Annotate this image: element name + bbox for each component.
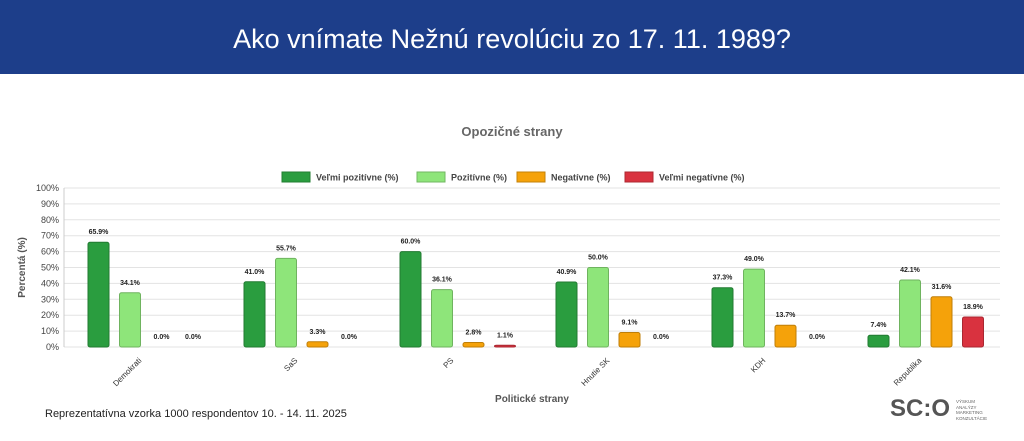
bar-2-2 [462,342,485,348]
y-tick-label: 90% [41,199,59,209]
bar-5-0 [867,334,890,348]
bar-1-2 [306,341,329,348]
bar-4-1 [743,268,765,348]
header-banner: Ako vnímate Nežnú revolúciu zo 17. 11. 1… [0,0,1024,74]
data-label-5-2: 31.6% [932,284,953,291]
data-label-5-1: 42.1% [900,267,921,274]
bar-5-3 [962,316,984,348]
bar-5-1 [899,279,921,348]
data-label-3-3: 0.0% [653,334,670,341]
sample-note: Reprezentatívna vzorka 1000 respondentov… [45,408,347,420]
legend-label-2: Negatívne (%) [551,173,611,183]
data-label-3-0: 40.9% [557,269,578,276]
data-label-1-3: 0.0% [341,334,358,341]
data-label-2-1: 36.1% [432,277,453,284]
x-axis-title: Politické strany [495,394,569,405]
data-label-3-1: 50.0% [588,255,609,262]
x-tick-label: Republika [892,356,924,388]
data-label-1-2: 3.3% [310,329,327,336]
y-tick-label: 100% [36,183,59,193]
bar-5-2 [930,296,953,348]
y-axis-title: Percentá (%) [17,237,28,298]
data-label-5-3: 18.9% [963,304,984,311]
bar-2-0 [399,251,422,348]
data-label-1-0: 41.0% [245,269,266,276]
x-tick-label: SaS [282,356,299,373]
legend-label-0: Veľmi pozitívne (%) [316,173,398,183]
y-tick-label: 40% [41,278,59,288]
data-label-0-0: 65.9% [89,229,110,236]
data-label-0-2: 0.0% [154,334,171,341]
legend-swatch-3 [624,171,654,183]
y-tick-label: 10% [41,326,59,336]
page-title: Ako vnímate Nežnú revolúciu zo 17. 11. 1… [233,24,791,54]
data-label-5-0: 7.4% [871,322,888,329]
bar-3-0 [555,281,578,348]
data-label-4-1: 49.0% [744,256,765,263]
data-label-2-2: 2.8% [466,330,483,337]
legend-label-3: Veľmi negatívne (%) [659,173,745,183]
legend-swatch-1 [416,171,446,183]
logo-mark: SC:O [890,395,950,422]
x-tick-label: KDH [749,356,767,374]
bar-2-3 [494,344,516,348]
legend-swatch-2 [516,171,546,183]
bar-1-0 [243,281,266,348]
data-label-2-3: 1.1% [497,332,514,339]
data-label-2-0: 60.0% [401,239,422,246]
data-label-4-2: 13.7% [776,312,797,319]
y-tick-label: 80% [41,215,59,225]
chart-title: Opozičné strany [461,124,563,139]
y-tick-label: 20% [41,310,59,320]
bar-4-0 [711,287,734,348]
bar-2-1 [431,289,453,348]
legend-label-1: Pozitívne (%) [451,173,507,183]
y-tick-label: 70% [41,231,59,241]
x-tick-label: PS [442,356,456,370]
bar-3-2 [618,332,641,348]
data-label-0-3: 0.0% [185,334,202,341]
bar-0-0 [87,241,110,348]
company-logo: SC:O VÝSKUM ANALÝZY MARKETING KONZULTÁCI… [890,395,1010,427]
data-label-0-1: 34.1% [120,280,141,287]
data-label-3-2: 9.1% [622,320,639,327]
data-label-4-3: 0.0% [809,334,826,341]
bar-4-2 [774,324,797,348]
y-tick-label: 30% [41,294,59,304]
x-tick-label: Demokrati [111,356,143,388]
legend-swatch-0 [281,171,311,183]
logo-tagline: VÝSKUM ANALÝZY MARKETING KONZULTÁCIE [956,399,988,421]
bar-1-1 [275,257,297,348]
data-label-1-1: 55.7% [276,245,297,252]
bar-3-1 [587,267,609,348]
y-tick-label: 60% [41,247,59,257]
bar-0-1 [119,292,141,348]
x-tick-label: Hnutie SK [580,356,612,388]
data-label-4-0: 37.3% [713,275,734,282]
bar-chart: Opozičné strany Veľmi pozitívne (%) Pozití… [17,124,1000,405]
y-tick-label: 0% [46,342,59,352]
y-tick-label: 50% [41,263,59,273]
